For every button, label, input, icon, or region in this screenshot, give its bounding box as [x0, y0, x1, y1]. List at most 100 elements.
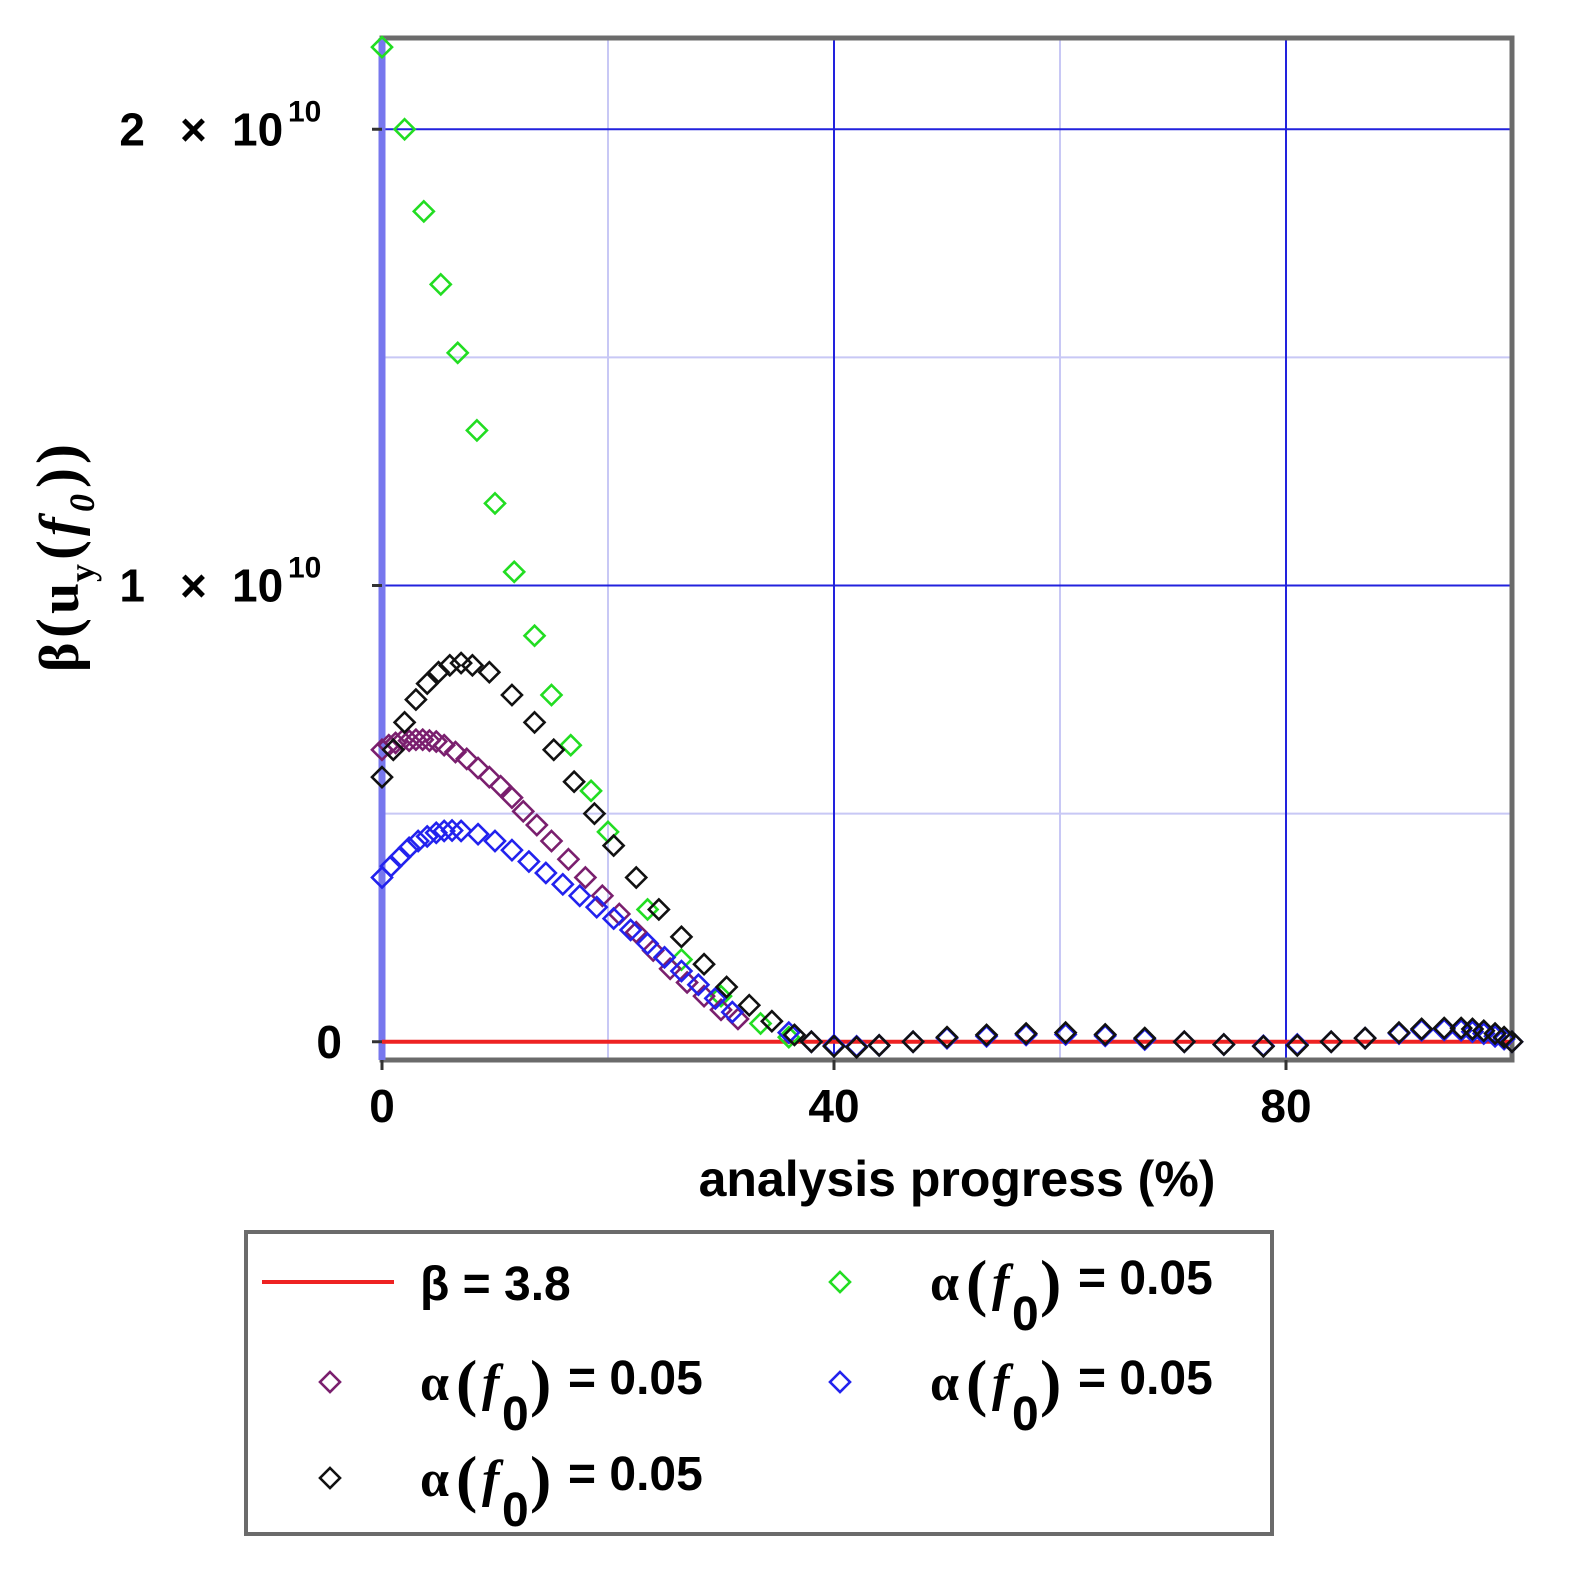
legend-label-arg: f — [992, 1355, 1014, 1412]
legend-label-prefix: α — [930, 1355, 959, 1412]
y-tick-base: 10 — [232, 560, 283, 612]
data-point — [539, 683, 564, 707]
data-point — [392, 117, 417, 142]
y-axis-label: β (uy (f0)) — [25, 444, 102, 672]
data-point — [652, 945, 677, 970]
data-point — [437, 653, 462, 678]
data-point — [502, 559, 527, 584]
data-point — [1172, 1029, 1197, 1054]
series-3 — [370, 818, 1524, 1059]
legend-label-arg-sub: 0 — [502, 1388, 529, 1441]
data-point — [534, 861, 558, 885]
data-point — [1285, 1033, 1310, 1058]
x-tick-label: 0 — [369, 1080, 395, 1132]
data-point — [370, 35, 394, 59]
y-label-arg: f — [29, 512, 91, 536]
data-point — [1212, 1032, 1236, 1057]
data-point — [618, 918, 643, 942]
legend-label-arg-sub: 0 — [502, 1484, 529, 1537]
data-point — [624, 920, 649, 945]
data-point — [522, 623, 547, 648]
series-4 — [370, 651, 1524, 1060]
data-point — [720, 1000, 745, 1024]
data-point — [428, 272, 453, 297]
legend-label-paren: ) — [1040, 1247, 1061, 1318]
legend-label-arg-sub: 0 — [1012, 1388, 1039, 1441]
data-point — [822, 1034, 846, 1059]
legend-label-prefix: α — [420, 1451, 449, 1508]
data-point — [1353, 1026, 1377, 1050]
data-point — [550, 872, 575, 897]
data-point — [562, 769, 586, 794]
grid-lines — [382, 38, 1512, 1060]
data-point — [669, 959, 694, 983]
data-point — [500, 838, 524, 862]
legend-label-value: = 0.05 — [1078, 1252, 1213, 1305]
data-point — [901, 1029, 925, 1054]
data-point — [445, 340, 470, 365]
y-label-arg-sub: 0 — [62, 494, 102, 512]
y-tick-times: × — [180, 560, 207, 612]
legend-label-arg: f — [482, 1355, 504, 1412]
data-point — [647, 897, 671, 922]
y-label-paren: ( — [25, 618, 91, 638]
data-point — [1409, 1017, 1434, 1041]
y-tick-base: 10 — [232, 103, 283, 155]
data-point — [454, 747, 479, 771]
x-tick-label: 80 — [1260, 1080, 1311, 1132]
data-point — [415, 824, 440, 849]
data-point — [539, 829, 564, 853]
y-label-prefix: β — [29, 642, 91, 672]
data-point — [867, 1033, 892, 1058]
data-point — [465, 418, 489, 443]
data-point — [1353, 1026, 1377, 1050]
data-point — [449, 819, 473, 843]
data-point — [1251, 1034, 1276, 1058]
data-point — [432, 733, 456, 758]
data-point — [318, 1466, 342, 1490]
data-point — [776, 1020, 801, 1045]
data-point — [635, 897, 660, 922]
data-point — [383, 731, 408, 755]
data-point — [466, 822, 490, 846]
data-point — [1319, 1029, 1344, 1054]
legend-label-paren: ( — [966, 1347, 987, 1418]
data-point — [370, 765, 394, 789]
data-point — [1387, 1020, 1411, 1045]
data-point — [440, 818, 464, 843]
legend-label: β = 3.8 — [420, 1258, 571, 1311]
legend-label-prefix: α — [930, 1255, 959, 1312]
data-point — [692, 952, 716, 977]
data-point — [828, 1370, 852, 1394]
data-point — [558, 733, 583, 758]
legend-label-paren: ( — [456, 1347, 477, 1418]
legend-label-arg: f — [482, 1451, 504, 1508]
legend-label-value: = 0.05 — [568, 1448, 703, 1501]
data-point — [541, 737, 566, 762]
data-point — [867, 1033, 892, 1058]
data-point — [1132, 1026, 1157, 1050]
data-point — [601, 833, 626, 858]
data-point — [404, 727, 428, 752]
data-point — [686, 972, 711, 997]
data-point — [601, 906, 626, 931]
x-axis-label: analysis progress (%) — [699, 1151, 1216, 1207]
data-point — [483, 829, 507, 853]
data-point — [714, 975, 739, 999]
y-tick-exponent: 10 — [288, 95, 321, 128]
series-2 — [370, 727, 750, 1031]
legend-entry-1: α(f0) = 0.05 — [828, 1247, 1213, 1341]
legend-box — [244, 1230, 1274, 1536]
data-point — [1212, 1032, 1236, 1057]
series-1 — [370, 35, 801, 1050]
data-point — [417, 728, 442, 753]
y-label-var: u — [29, 583, 91, 614]
data-point — [584, 895, 609, 919]
y-label-paren: ( — [25, 540, 91, 560]
data-point — [460, 653, 485, 678]
legend-label-arg: f — [992, 1255, 1014, 1312]
data-point — [669, 924, 694, 949]
data-point — [974, 1023, 999, 1047]
data-point — [500, 785, 524, 810]
data-point — [477, 660, 502, 685]
